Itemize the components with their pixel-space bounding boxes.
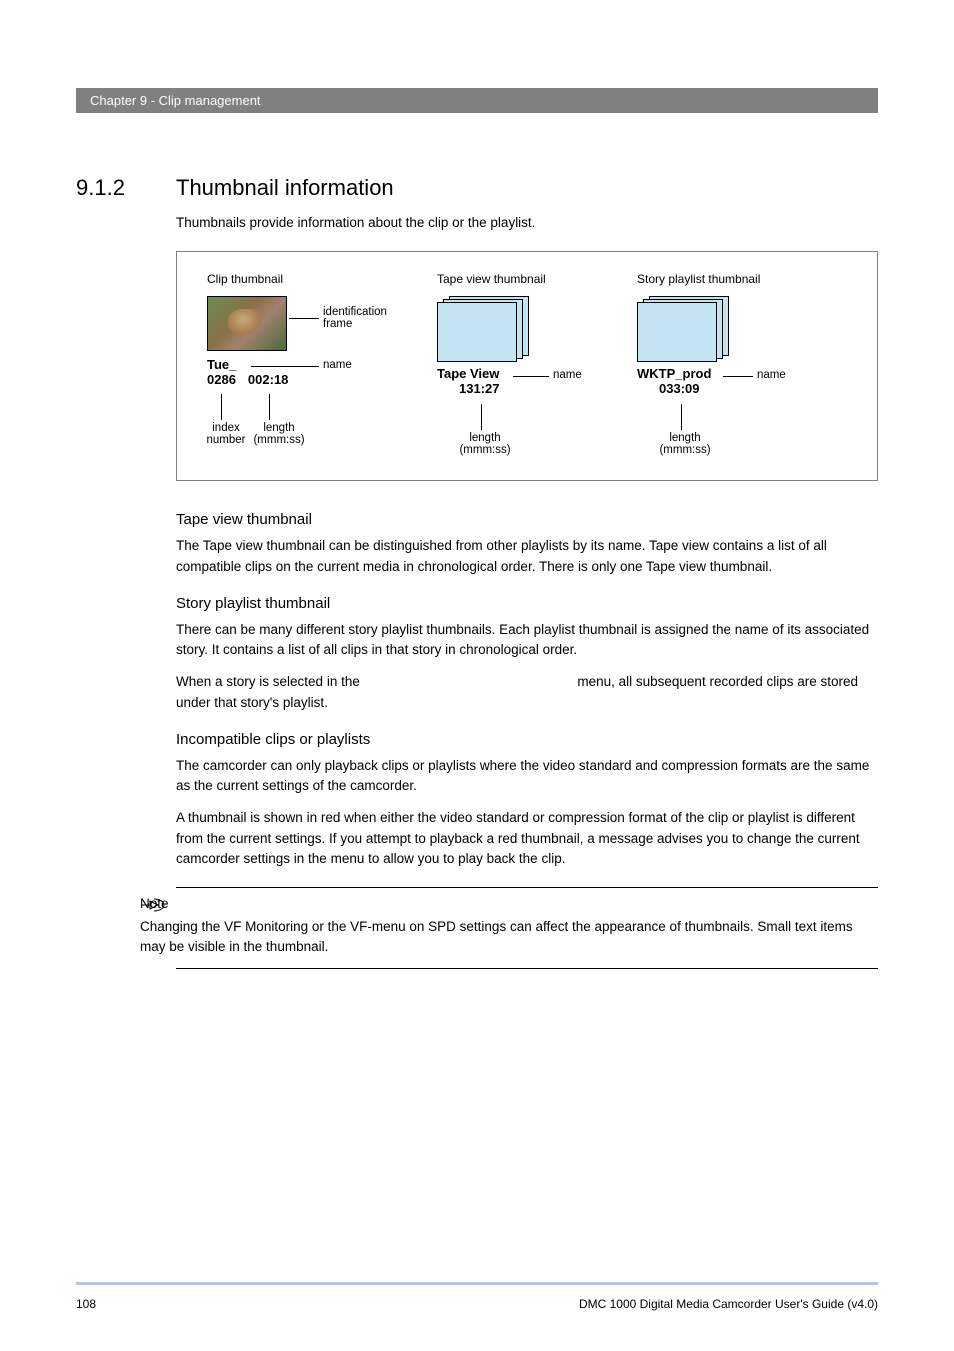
story-paragraph-1: There can be many different story playli…	[176, 620, 878, 661]
incomp-subheading: Incompatible clips or playlists	[176, 731, 878, 748]
chapter-bar: Chapter 9 - Clip management	[76, 88, 878, 113]
diagram-tape-column: Tape view thumbnail Tape View name 131:2…	[437, 272, 617, 396]
page-number: 108	[76, 1297, 96, 1311]
story-name: WKTP_prod	[637, 366, 837, 381]
stack-layer	[437, 302, 517, 362]
id-frame-label: identification frame	[323, 306, 403, 330]
story-p2-a: When a story is selected in the	[176, 674, 364, 689]
story-length: 033:09	[659, 381, 837, 396]
leader-line	[289, 318, 319, 319]
diagram-story-column: Story playlist thumbnail WKTP_prod name …	[637, 272, 837, 396]
clip-length-label: length (mmm:ss)	[249, 422, 309, 446]
intro-text: Thumbnails provide information about the…	[176, 213, 878, 233]
note-box: Note Changing the VF Monitoring or the V…	[176, 887, 878, 969]
story-paragraph-2: When a story is selected in the menu, al…	[176, 672, 878, 713]
story-name-label: name	[757, 369, 786, 381]
note-hand-icon	[140, 896, 168, 914]
clip-index: 0286	[207, 372, 236, 387]
story-subheading: Story playlist thumbnail	[176, 595, 878, 612]
leader-line	[269, 394, 270, 420]
story-length-label: length (mmm:ss)	[655, 432, 715, 456]
leader-line	[221, 394, 222, 420]
story-header-label: Story playlist thumbnail	[637, 272, 837, 286]
leader-line	[723, 376, 753, 377]
section-title: Thumbnail information	[176, 175, 394, 201]
clip-id-frame-image	[207, 296, 287, 351]
story-thumb-stack	[637, 296, 717, 356]
clip-name-label: name	[323, 359, 352, 371]
leader-line	[251, 366, 319, 367]
section-number: 9.1.2	[76, 175, 176, 201]
note-body: Changing the VF Monitoring or the VF-men…	[140, 917, 878, 958]
clip-index-label: index number	[201, 422, 251, 446]
clip-length: 002:18	[248, 372, 288, 387]
thumbnail-diagram: Clip thumbnail identification frame Tue_…	[176, 251, 878, 481]
clip-header-label: Clip thumbnail	[207, 272, 407, 286]
content-area: Thumbnails provide information about the…	[176, 213, 878, 869]
page-footer: 108 DMC 1000 Digital Media Camcorder Use…	[76, 1297, 878, 1311]
incomp-paragraph-1: The camcorder can only playback clips or…	[176, 756, 878, 797]
doc-title-footer: DMC 1000 Digital Media Camcorder User's …	[579, 1297, 878, 1311]
section-heading-row: 9.1.2 Thumbnail information	[76, 175, 878, 201]
note-content: Note Changing the VF Monitoring or the V…	[140, 896, 878, 958]
stack-layer	[637, 302, 717, 362]
tape-length: 131:27	[459, 381, 617, 396]
tape-name-label: name	[553, 369, 582, 381]
incomp-paragraph-2: A thumbnail is shown in red when either …	[176, 808, 878, 869]
diagram-clip-column: Clip thumbnail identification frame Tue_…	[207, 272, 407, 387]
tape-thumb-stack	[437, 296, 517, 356]
note-title: Note	[140, 896, 878, 911]
tape-name: Tape View	[437, 366, 617, 381]
tape-length-label: length (mmm:ss)	[455, 432, 515, 456]
clip-name: Tue_	[207, 357, 407, 372]
leader-line	[681, 404, 682, 430]
leader-line	[513, 376, 549, 377]
tape-header-label: Tape view thumbnail	[437, 272, 617, 286]
page: Chapter 9 - Clip management 9.1.2 Thumbn…	[0, 0, 954, 1351]
tape-subheading: Tape view thumbnail	[176, 511, 878, 528]
footer-rule	[76, 1282, 878, 1285]
leader-line	[481, 404, 482, 430]
tape-paragraph: The Tape view thumbnail can be distingui…	[176, 536, 878, 577]
